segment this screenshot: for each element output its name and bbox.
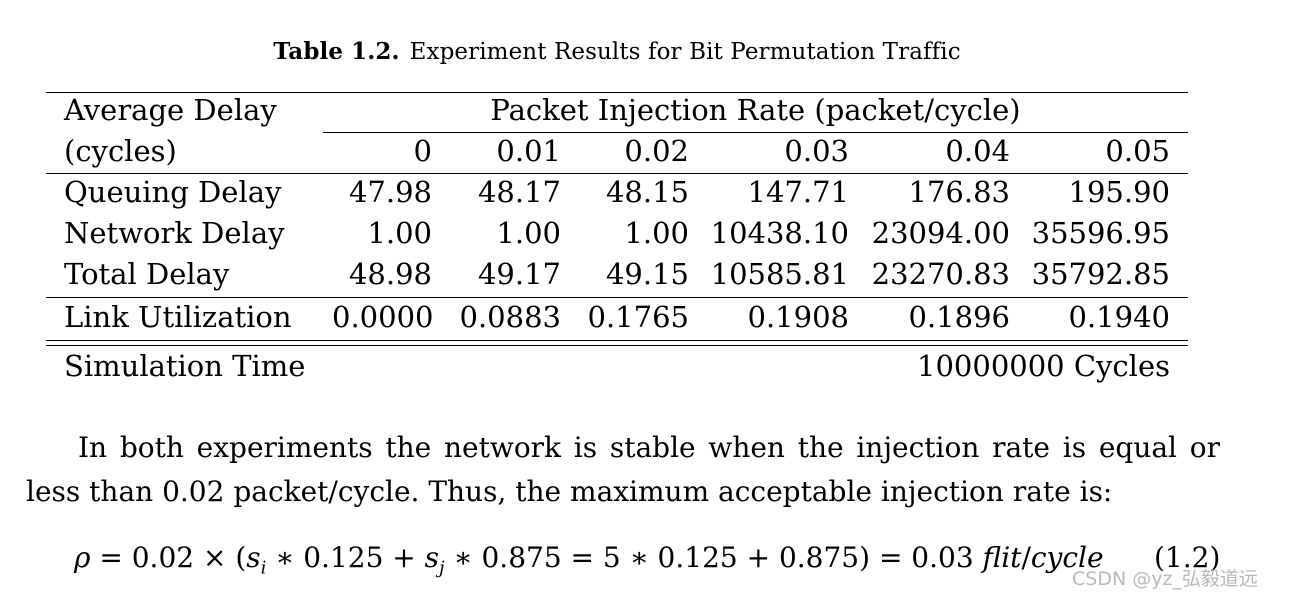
header-bottom-rule <box>46 173 1188 174</box>
table-cell: 23094.00 <box>871 216 1010 250</box>
row-label: Network Delay <box>64 216 285 250</box>
table-cell: 176.83 <box>908 175 1010 209</box>
table-cell: 195.90 <box>1068 175 1170 209</box>
stub-header-line1: Average Delay <box>64 93 277 127</box>
table-cell: 0.1896 <box>908 300 1010 334</box>
footer-value: 10000000 Cycles <box>917 349 1170 383</box>
table-cell: 1.00 <box>624 216 689 250</box>
table-cell: 1.00 <box>496 216 561 250</box>
utilization-rule <box>46 297 1188 298</box>
table-cell: 0.1908 <box>747 300 849 334</box>
table-cell: 35596.95 <box>1031 216 1170 250</box>
row-label: Total Delay <box>64 257 230 291</box>
double-rule-bottom <box>46 345 1188 346</box>
table-cell: 10585.81 <box>710 257 849 291</box>
table-cell: 48.17 <box>477 175 561 209</box>
row-label: Queuing Delay <box>64 175 282 209</box>
footer-label: Simulation Time <box>64 349 306 383</box>
table-cell: 23270.83 <box>871 257 1010 291</box>
table-cell: 1.00 <box>367 216 432 250</box>
column-header: 0.02 <box>624 134 689 168</box>
column-header: 0.03 <box>784 134 849 168</box>
table-cell: 47.98 <box>348 175 432 209</box>
caption-text: Experiment Results for Bit Permutation T… <box>409 39 961 65</box>
header-span-rule <box>323 132 1188 133</box>
double-rule-top <box>46 340 1188 341</box>
row-label: Link Utilization <box>64 300 292 334</box>
table-cell: 48.15 <box>605 175 689 209</box>
table-cell: 0.1765 <box>587 300 689 334</box>
paragraph-text: In both experiments the network is stabl… <box>26 431 1220 508</box>
table-caption: Table 1.2. Experiment Results for Bit Per… <box>0 38 1234 65</box>
table-cell: 10438.10 <box>710 216 849 250</box>
top-rule <box>46 92 1188 93</box>
body-paragraph: In both experiments the network is stabl… <box>26 426 1220 514</box>
stub-header-line2: (cycles) <box>64 134 177 168</box>
table-cell: 49.17 <box>477 257 561 291</box>
equation: ρ = 0.02 × (si ∗ 0.125 + sj ∗ 0.875 = 5 … <box>74 541 1104 579</box>
column-header: 0.05 <box>1105 134 1170 168</box>
table-cell: 0.1940 <box>1068 300 1170 334</box>
table-cell: 147.71 <box>747 175 849 209</box>
table-cell: 48.98 <box>348 257 432 291</box>
table-cell: 35792.85 <box>1031 257 1170 291</box>
table-cell: 0.0000 <box>332 300 434 334</box>
table-cell: 0.0883 <box>459 300 561 334</box>
equation-text: ρ = 0.02 × (si ∗ 0.125 + sj ∗ 0.875 = 5 … <box>74 541 1104 579</box>
caption-label: Table 1.2. <box>273 38 400 65</box>
column-header: 0.01 <box>496 134 561 168</box>
table-cell: 49.15 <box>605 257 689 291</box>
column-header: 0.04 <box>945 134 1010 168</box>
equation-number: (1.2) <box>1154 541 1221 574</box>
watermark: CSDN @yz_弘毅道远 <box>1072 568 1258 590</box>
column-header: 0 <box>413 134 432 168</box>
span-header: Packet Injection Rate (packet/cycle) <box>490 93 1021 127</box>
